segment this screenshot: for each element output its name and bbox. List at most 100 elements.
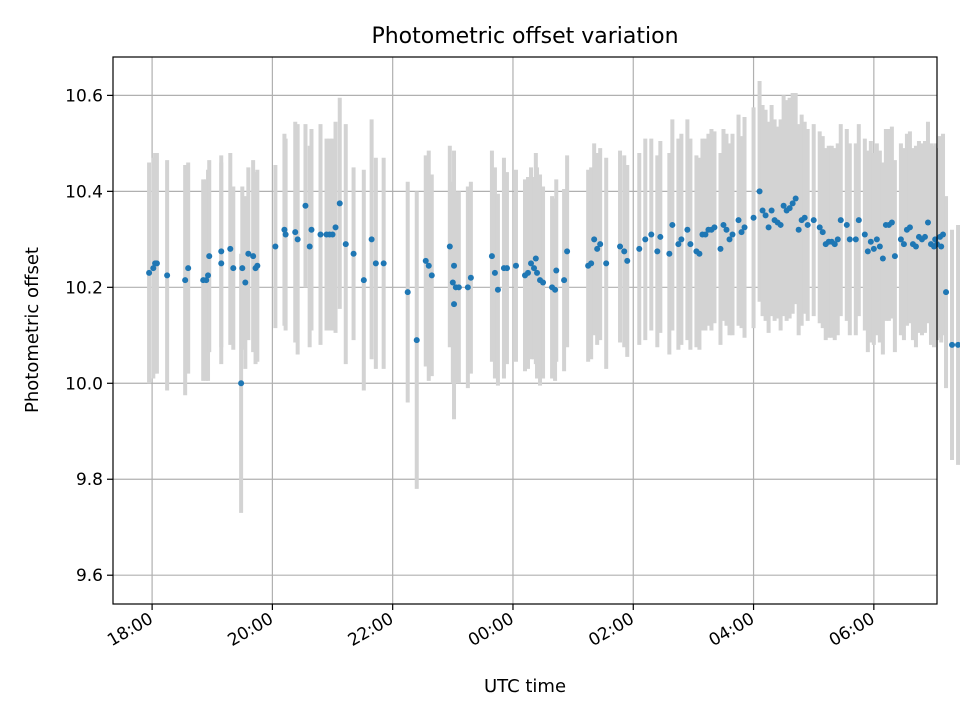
data-point (294, 236, 301, 243)
y-tick-label: 10.4 (65, 182, 103, 202)
data-point (597, 241, 604, 248)
data-point (666, 250, 673, 257)
data-point (924, 219, 931, 226)
data-point (336, 200, 343, 207)
data-point (464, 284, 471, 291)
x-tick-label: 22:00 (345, 609, 397, 651)
data-point (741, 224, 748, 231)
data-point (723, 226, 730, 233)
data-point (245, 250, 252, 257)
data-point (765, 224, 772, 231)
data-point (837, 217, 844, 224)
data-point (446, 243, 453, 250)
data-point (428, 272, 435, 279)
data-point (720, 221, 727, 228)
data-point (239, 265, 246, 272)
data-point (531, 265, 538, 272)
data-point (153, 260, 160, 267)
data-point (940, 231, 947, 238)
data-point (203, 277, 210, 284)
data-point (561, 277, 568, 284)
x-tick-label: 02:00 (585, 609, 637, 651)
data-point (864, 248, 871, 255)
data-point (467, 274, 474, 281)
data-point (360, 277, 367, 284)
data-point (943, 289, 950, 296)
data-point (449, 279, 456, 286)
errorbar-layer (147, 80, 960, 513)
data-point (272, 243, 279, 250)
data-point (540, 279, 547, 286)
data-point (182, 277, 189, 284)
data-point (250, 253, 257, 260)
data-point (831, 241, 838, 248)
x-tick-label: 04:00 (706, 609, 758, 651)
data-point (494, 286, 501, 293)
data-point (230, 265, 237, 272)
data-point (738, 229, 745, 236)
y-tick-label: 9.8 (76, 470, 103, 490)
data-point (591, 236, 598, 243)
y-tick-label: 10.0 (65, 374, 103, 394)
data-point (413, 337, 420, 344)
data-point (218, 248, 225, 255)
data-point (218, 260, 225, 267)
y-tick-label: 10.6 (65, 86, 103, 106)
x-tick-label: 20:00 (224, 609, 276, 651)
data-point (648, 231, 655, 238)
data-point (729, 231, 736, 238)
data-point (792, 195, 799, 202)
data-point (308, 226, 315, 233)
data-point (617, 243, 624, 250)
data-point (150, 265, 157, 272)
data-point (819, 229, 826, 236)
data-point (717, 245, 724, 252)
data-point (552, 286, 559, 293)
data-point (206, 253, 213, 260)
x-axis-label: UTC time (484, 676, 566, 697)
point-layer (146, 188, 960, 387)
data-point (912, 243, 919, 250)
data-point (525, 269, 532, 276)
data-point (687, 241, 694, 248)
data-point (846, 236, 853, 243)
data-point (372, 260, 379, 267)
data-point (735, 217, 742, 224)
data-point (669, 221, 676, 228)
x-tick-label: 06:00 (826, 609, 878, 651)
data-point (455, 284, 462, 291)
data-point (564, 248, 571, 255)
data-point (368, 236, 375, 243)
data-point (861, 231, 868, 238)
data-point (282, 231, 289, 238)
data-point (816, 224, 823, 231)
data-point (949, 341, 956, 348)
data-point (870, 245, 877, 252)
data-point (329, 231, 336, 238)
data-point (292, 229, 299, 236)
data-point (786, 205, 793, 212)
data-point (238, 380, 245, 387)
data-point (512, 262, 519, 269)
data-point (867, 238, 874, 245)
data-point (164, 272, 171, 279)
data-point (955, 341, 960, 348)
data-point (711, 224, 718, 231)
data-point (702, 231, 709, 238)
data-point (777, 221, 784, 228)
data-point (603, 260, 610, 267)
data-point (789, 200, 796, 207)
plot-frame (112, 56, 938, 605)
data-point (594, 245, 601, 252)
data-point (332, 224, 339, 231)
data-point (879, 255, 886, 262)
data-point (624, 257, 631, 264)
data-point (897, 236, 904, 243)
data-point (657, 233, 664, 240)
data-point (532, 255, 539, 262)
data-point (281, 226, 288, 233)
data-point (795, 226, 802, 233)
data-point (488, 253, 495, 260)
data-point (380, 260, 387, 267)
